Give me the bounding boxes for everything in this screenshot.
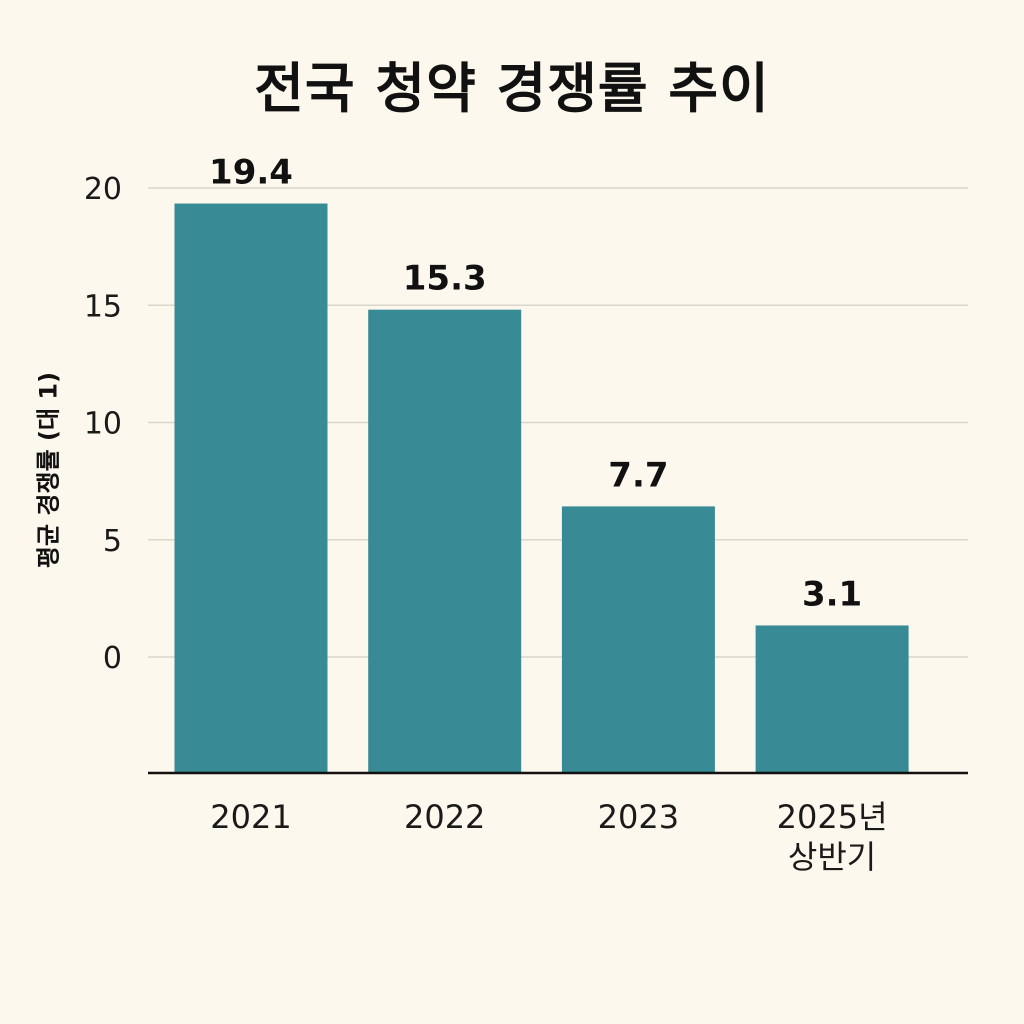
y-tick-label: 10 xyxy=(84,407,122,442)
y-tick-label: 15 xyxy=(84,289,122,324)
bar xyxy=(174,203,328,773)
bar xyxy=(368,309,522,773)
x-tick-label: 2023 xyxy=(598,798,679,836)
x-tick-label: 2021 xyxy=(210,798,291,836)
bar xyxy=(755,625,909,773)
data-label: 3.1 xyxy=(802,574,862,614)
bar xyxy=(561,506,715,773)
x-tick-label: 2022 xyxy=(404,798,485,836)
x-tick-label: 2025년 상반기 xyxy=(777,798,888,876)
y-tick-label: 20 xyxy=(84,172,122,207)
data-label: 19.4 xyxy=(209,153,293,193)
data-label: 7.7 xyxy=(608,455,668,495)
data-label: 15.3 xyxy=(403,259,487,299)
y-tick-label: 5 xyxy=(103,524,122,559)
chart-title: 전국 청약 경쟁률 추이 xyxy=(254,57,770,120)
y-tick-label: 0 xyxy=(103,641,122,676)
